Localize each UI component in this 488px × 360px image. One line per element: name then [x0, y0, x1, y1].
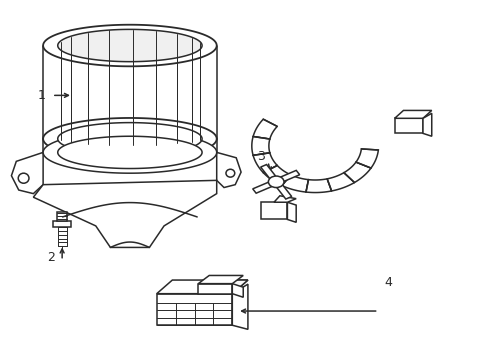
Polygon shape — [58, 136, 202, 168]
Polygon shape — [57, 212, 67, 221]
Polygon shape — [326, 173, 354, 191]
Polygon shape — [157, 294, 232, 325]
Polygon shape — [422, 113, 431, 136]
Polygon shape — [157, 280, 247, 294]
Text: 2: 2 — [47, 251, 55, 264]
Ellipse shape — [225, 169, 234, 177]
Polygon shape — [343, 162, 370, 183]
Polygon shape — [394, 111, 431, 118]
Polygon shape — [43, 25, 216, 66]
Polygon shape — [280, 170, 299, 181]
Polygon shape — [252, 182, 271, 193]
Polygon shape — [263, 166, 290, 186]
Polygon shape — [198, 284, 232, 294]
Polygon shape — [33, 180, 216, 247]
Polygon shape — [216, 152, 241, 188]
Polygon shape — [232, 284, 247, 329]
Polygon shape — [276, 185, 291, 199]
Polygon shape — [287, 202, 296, 222]
Polygon shape — [394, 118, 422, 134]
Text: 1: 1 — [37, 89, 45, 102]
Polygon shape — [43, 132, 216, 173]
Polygon shape — [11, 152, 43, 194]
Ellipse shape — [18, 173, 29, 183]
Polygon shape — [305, 179, 331, 193]
Text: 4: 4 — [384, 276, 391, 289]
Polygon shape — [260, 202, 287, 220]
Polygon shape — [43, 118, 216, 159]
Polygon shape — [58, 123, 202, 155]
Polygon shape — [198, 280, 247, 294]
Polygon shape — [355, 149, 378, 168]
Polygon shape — [198, 275, 243, 284]
Text: 3: 3 — [256, 150, 264, 163]
Polygon shape — [273, 196, 296, 202]
Polygon shape — [53, 221, 71, 226]
Polygon shape — [58, 30, 202, 62]
Polygon shape — [232, 284, 243, 297]
Polygon shape — [253, 153, 277, 173]
Circle shape — [268, 176, 284, 188]
Polygon shape — [253, 119, 277, 139]
Polygon shape — [260, 165, 275, 179]
Polygon shape — [251, 136, 269, 156]
Polygon shape — [282, 175, 308, 192]
